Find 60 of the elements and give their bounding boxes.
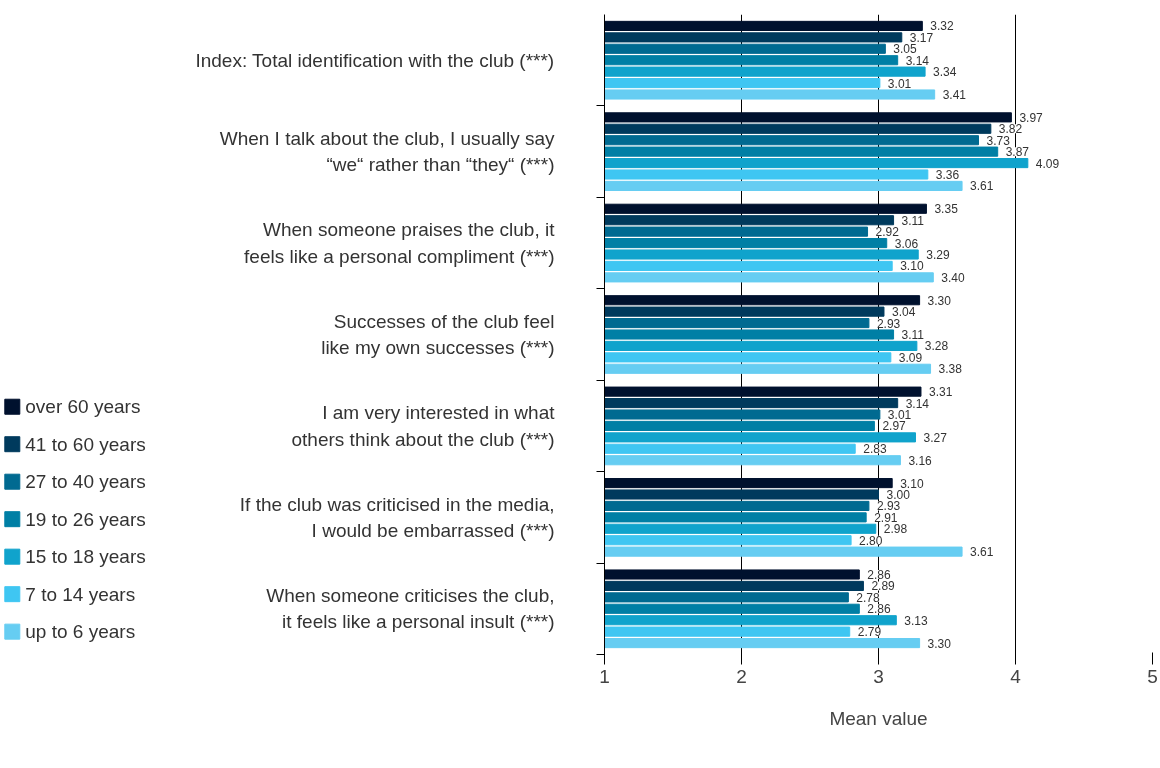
- data-label: 2.83: [863, 442, 887, 457]
- x-tick-label: 1: [599, 665, 610, 687]
- data-label: 3.34: [933, 65, 957, 80]
- data-label: 3.10: [900, 476, 924, 491]
- data-label: 2.86: [867, 602, 891, 617]
- data-label: 3.97: [1019, 110, 1044, 125]
- data-label: 3.10: [900, 259, 924, 274]
- data-label: 3.61: [970, 179, 994, 194]
- data-label: 3.30: [927, 293, 952, 308]
- data-label: 2.86: [867, 568, 891, 582]
- data-label: 3.14: [905, 396, 930, 411]
- data-label: 3.35: [934, 202, 959, 217]
- data-label: 2.92: [875, 225, 900, 240]
- x-tick-label: 4: [1010, 665, 1022, 687]
- data-label: 3.31: [928, 385, 953, 400]
- y-tick-label: When someone praises the club, it feels like a personal compliment (***): [244, 219, 556, 267]
- legend-label: 19 to 26 years: [25, 508, 146, 530]
- y-tick-label: If the club was criticised in the media, I would be embarrassed (***): [239, 493, 555, 541]
- data-label: 3.61: [970, 545, 994, 560]
- data-label: 3.82: [998, 122, 1023, 137]
- data-label: 3.11: [901, 213, 925, 228]
- data-label: 3.01: [887, 408, 912, 422]
- data-label: 3.01: [887, 76, 912, 91]
- data-label: 2.80: [859, 533, 883, 548]
- data-label: 2.79: [857, 625, 882, 640]
- data-label: 3.00: [886, 488, 911, 502]
- data-label: 3.13: [904, 613, 928, 628]
- data-label: 3.27: [923, 430, 948, 445]
- y-tick-label: When I talk about the club, I usually say “we“ rather than “they“ (***): [219, 128, 555, 176]
- data-label: 3.36: [935, 168, 960, 182]
- x-tick-label: 2: [736, 665, 747, 687]
- x-axis-title: Mean value: [829, 707, 928, 729]
- y-tick-label: Index: Total identification with the club (***): [195, 49, 555, 71]
- data-label: 2.97: [882, 419, 907, 434]
- y-tick-label: I am very interested in what others think about the club (***): [291, 402, 556, 450]
- x-tick-label: 5: [1147, 665, 1158, 687]
- data-label: 3.30: [927, 636, 952, 651]
- legend-label: 7 to 14 years: [25, 583, 136, 605]
- legend-label: 41 to 60 years: [25, 433, 146, 455]
- legend-label: up to 6 years: [25, 621, 136, 643]
- data-label: 3.11: [901, 328, 925, 342]
- data-label: 3.41: [942, 88, 967, 102]
- data-label: 3.87: [1005, 145, 1030, 160]
- data-label: 2.98: [883, 522, 908, 537]
- data-label: 3.28: [924, 339, 949, 354]
- data-label: 3.16: [908, 453, 933, 468]
- data-label: 3.38: [938, 362, 963, 377]
- data-label: 2.78: [856, 590, 881, 605]
- y-tick-label: Successes of the club feel like my own successes (***): [321, 310, 555, 359]
- x-tick-label: 3: [873, 665, 884, 687]
- data-label: 3.29: [926, 248, 950, 262]
- legend-label: 27 to 40 years: [25, 471, 146, 493]
- data-label: 4.09: [1035, 156, 1060, 171]
- legend-label: over 60 years: [25, 396, 141, 418]
- legend-label: 15 to 18 years: [25, 546, 146, 568]
- data-label: 3.40: [941, 270, 965, 285]
- y-tick-label: When someone criticises the club, it feels like a personal insult (***): [266, 585, 555, 633]
- data-label: 2.93: [876, 499, 901, 514]
- data-label: 3.09: [898, 350, 923, 365]
- data-label: 2.89: [871, 579, 896, 594]
